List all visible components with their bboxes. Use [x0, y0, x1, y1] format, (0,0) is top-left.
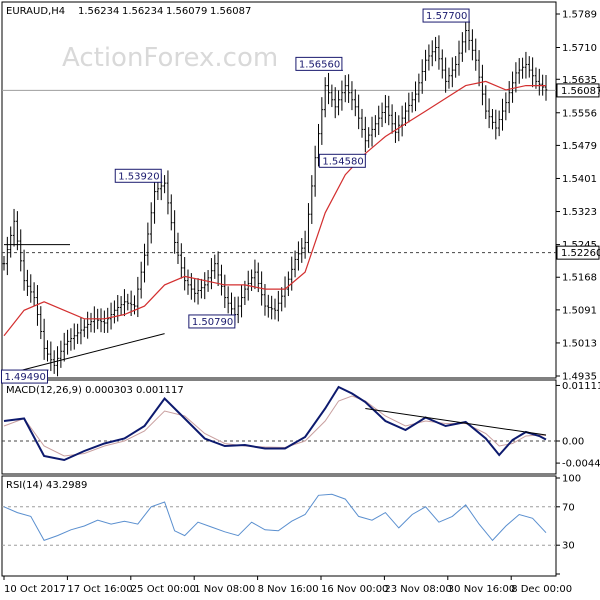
- macd-trendline: [365, 408, 547, 436]
- price-tick-label: 1.5245: [562, 240, 597, 251]
- x-tick-label: 30 Nov 16:00: [448, 584, 515, 595]
- support-level-label: 1.52260: [561, 248, 600, 259]
- price-tick-label: 1.5091: [562, 305, 597, 316]
- pivot-label-box: [0, 369, 48, 384]
- x-tick-label: 10 Oct 2017: [4, 584, 66, 595]
- price-tick-label: 1.5556: [562, 108, 597, 119]
- x-tick-label: 25 Oct 00:00: [131, 584, 196, 595]
- x-tick-label: 16 Nov 00:00: [321, 584, 388, 595]
- price-title: EURAUD,H4: [6, 6, 65, 17]
- price-tick-label: 1.5323: [562, 207, 597, 218]
- price-tick-label: 1.5479: [562, 141, 597, 152]
- rsi-tick-label: 100: [562, 474, 581, 485]
- x-tick-label: 1 Nov 08:00: [194, 584, 255, 595]
- pivot-label: 1.56560: [299, 59, 340, 70]
- ohlc-close: 1.56087: [210, 6, 251, 17]
- macd-title: MACD(12,26,9) 0.000303 0.001117: [6, 385, 184, 396]
- moving-average-line: [3, 80, 546, 337]
- ohlc-high: 1.56234: [122, 6, 163, 17]
- x-tick-label: 8 Nov 16:00: [258, 584, 319, 595]
- rsi-panel: [1, 475, 557, 577]
- pivot-label-box: [422, 8, 470, 23]
- macd-line: [3, 385, 547, 462]
- macd-series-layer: [2, 385, 556, 462]
- macd-panel: [1, 379, 557, 475]
- price-tick-label: 1.4935: [562, 372, 597, 383]
- rsi-tick-label: 70: [562, 502, 575, 513]
- pivot-label: 1.50790: [192, 317, 233, 328]
- x-tick-label: 23 Nov 08:00: [384, 584, 451, 595]
- current-price-label-box: [556, 83, 600, 98]
- macd-tick-label: 0.00: [562, 437, 584, 448]
- price-tick-label: 1.5013: [562, 338, 597, 349]
- price-tick-label: 1.5635: [562, 75, 597, 86]
- macd-tick-label: 0.011111: [562, 381, 600, 392]
- x-tick-label: 8 Dec 00:00: [511, 584, 572, 595]
- pivot-label: 1.49490: [4, 372, 45, 383]
- support-trendline: [3, 333, 165, 376]
- pivot-label-layer: 1.57700 1.56560 1.54580 1.53920 1.50790 1.494…: [0, 8, 471, 384]
- pivot-label-box: [114, 168, 162, 183]
- pivot-label: 1.57700: [426, 11, 467, 22]
- pivot-label: 1.54580: [322, 156, 363, 167]
- pivot-label-box: [318, 153, 366, 168]
- pivot-label-box: [295, 56, 343, 71]
- rsi-series-layer: [2, 493, 556, 546]
- macd-signal-line: [3, 395, 547, 457]
- price-tick-label: 1.5710: [562, 43, 597, 54]
- price-tick-label: 1.5168: [562, 273, 597, 284]
- ohlc-low: 1.56079: [166, 6, 207, 17]
- rsi-tick-label: 30: [562, 541, 575, 552]
- macd-tick-label: -0.004419: [562, 459, 600, 470]
- rsi-title: RSI(14) 43.2989: [6, 480, 87, 491]
- ohlc-open: 1.56234: [78, 6, 119, 17]
- pivot-label-box: [188, 314, 236, 329]
- price-tick-label: 1.5401: [562, 174, 597, 185]
- current-price-label: 1.56087: [561, 86, 600, 97]
- price-series-layer: [2, 18, 556, 377]
- axis-layer: 1.5789 1.5710 1.5635 1.5556 1.5479 1.5401 1.53…: [3, 10, 600, 595]
- price-panel: [1, 1, 557, 379]
- watermark: ActionForex.com: [62, 43, 278, 73]
- rsi-line: [3, 493, 547, 542]
- support-level-label-box: [556, 245, 600, 260]
- x-tick-label: 17 Oct 16:00: [67, 584, 132, 595]
- price-tick-label: 1.5789: [562, 10, 597, 21]
- pivot-label: 1.53920: [118, 171, 159, 182]
